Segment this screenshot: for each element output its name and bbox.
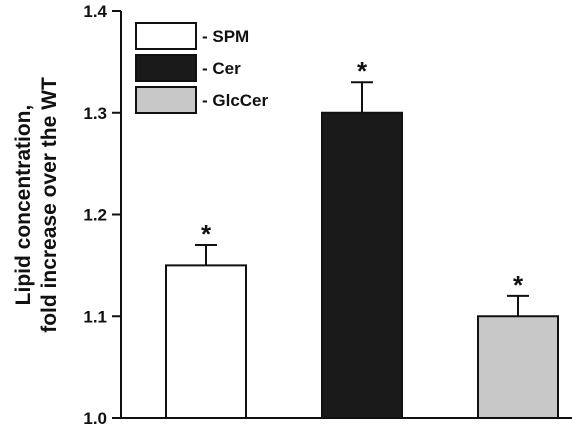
legend-label: - GlcCer bbox=[202, 91, 269, 110]
y-axis-title-line-1: Lipid concentration, bbox=[12, 105, 35, 306]
bars: * * * bbox=[165, 56, 559, 419]
bar bbox=[165, 264, 247, 419]
y-axis-title-line-2: fold increase over the WT bbox=[38, 77, 61, 333]
significance-marker: * bbox=[357, 56, 368, 86]
y-tick-label: 1.1 bbox=[83, 307, 107, 326]
bar-group: * bbox=[477, 270, 559, 419]
y-tick-label: 1.0 bbox=[83, 409, 107, 428]
significance-marker: * bbox=[201, 219, 212, 249]
y-tick-label: 1.4 bbox=[83, 2, 107, 21]
bar bbox=[477, 315, 559, 419]
bar-group: * bbox=[165, 219, 247, 419]
legend-item: - SPM bbox=[135, 22, 249, 50]
bar-group: * bbox=[321, 56, 403, 419]
significance-marker: * bbox=[513, 270, 524, 300]
legend-item: - GlcCer bbox=[135, 86, 269, 114]
bar bbox=[321, 111, 403, 419]
legend-label: - Cer bbox=[202, 59, 241, 78]
legend-swatch bbox=[135, 86, 197, 114]
legend: - SPM - Cer - GlcCer bbox=[135, 22, 269, 114]
y-tick-label: 1.3 bbox=[83, 104, 107, 123]
legend-label: - SPM bbox=[202, 27, 249, 46]
y-axis-title: Lipid concentration, fold increase over … bbox=[12, 77, 61, 333]
y-tick-label: 1.2 bbox=[83, 206, 107, 225]
legend-swatch bbox=[135, 54, 197, 82]
legend-item: - Cer bbox=[135, 54, 241, 82]
legend-swatch bbox=[135, 22, 197, 50]
